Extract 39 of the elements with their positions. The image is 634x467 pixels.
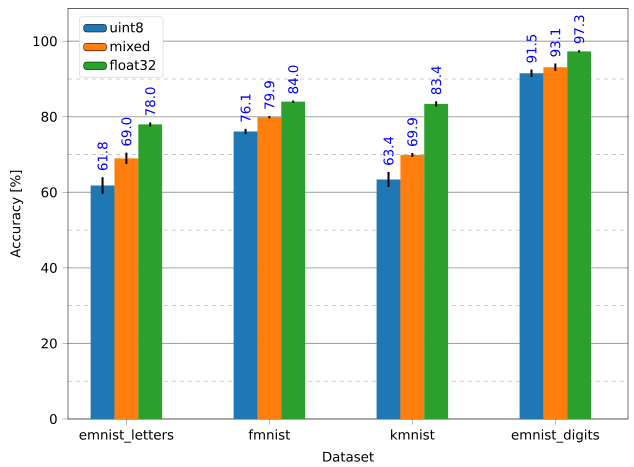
bar [424,104,448,419]
y-tick-label: 0 [50,414,57,424]
data-label: 91.5 [526,34,537,63]
y-tick-label: 80 [42,112,57,122]
x-tick-label: emnist_letters [80,429,174,443]
bar [114,158,138,419]
bar [567,51,592,419]
x-axis-title: Dataset [323,452,374,462]
bar [543,67,568,419]
y-tick-label: 40 [41,262,57,273]
bar [257,117,282,419]
data-label: 78.0 [145,87,156,116]
bar [90,186,114,419]
legend-label: float32 [110,60,156,70]
data-label: 63.4 [383,136,394,165]
y-tick-label: 100 [34,36,57,46]
bar [376,179,400,419]
bar [281,102,306,419]
y-tick-label: 20 [42,338,57,348]
x-tick-label: emnist_digits [512,429,600,443]
bar [138,124,162,419]
data-label: 69.9 [407,118,418,146]
bar [520,73,544,419]
bar [400,154,424,419]
bar [234,131,258,419]
y-axis-title: Accuracy [%] [10,170,24,258]
data-label: 84.0 [288,66,298,94]
data-label: 97.3 [574,16,584,44]
data-label: 61.8 [97,142,108,170]
legend-label: uint8 [110,22,143,32]
data-label: 83.4 [431,66,442,94]
data-label: 93.1 [550,28,560,57]
legend-label: mixed [110,40,150,52]
data-label: 69.0 [121,118,132,146]
x-tick-label: kmnist [391,429,435,440]
x-tick-label: fmnist [248,429,290,440]
data-label: 76.1 [240,94,251,122]
data-label: 79.9 [264,81,274,109]
y-tick-label: 60 [42,187,57,198]
